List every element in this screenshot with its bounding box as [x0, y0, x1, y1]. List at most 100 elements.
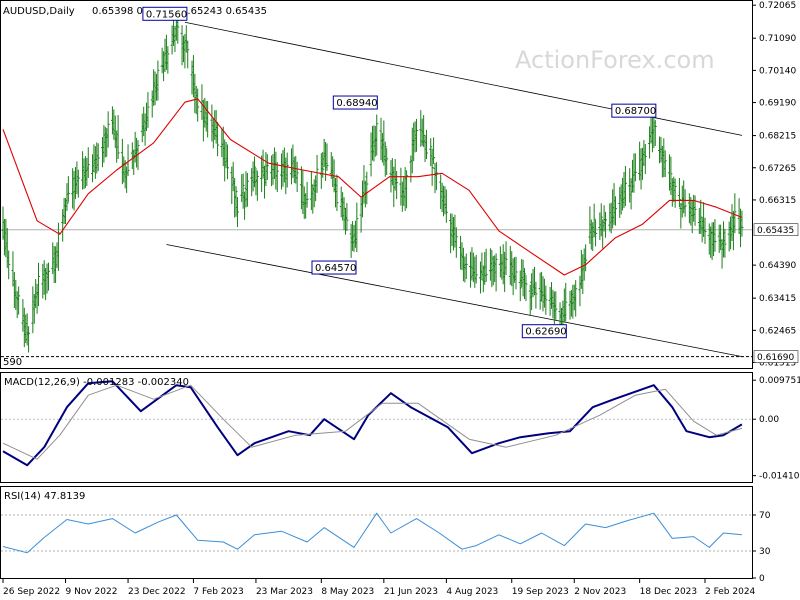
ohlc-bar	[713, 219, 717, 252]
rsi-tick-label: 0	[759, 574, 765, 584]
ohlc-bar	[365, 171, 369, 205]
svg-text:0.64570: 0.64570	[315, 263, 356, 274]
ohlc-bar	[383, 141, 387, 177]
ohlc-bar	[385, 148, 389, 176]
ohlc-bar	[37, 262, 41, 307]
ohlc-bar	[415, 118, 419, 152]
price-tick-label: 0.63415	[759, 294, 796, 304]
price-annotation: 0.71560	[142, 6, 188, 21]
ohlc-bar	[216, 121, 220, 157]
ohlc-bar	[653, 120, 657, 146]
left-edge-label: 590	[3, 357, 22, 368]
price-tick-label: 0.68215	[759, 132, 796, 142]
ohlc-bar	[86, 147, 90, 178]
price-layer: 0.71560 0.68940 0.68700 0.64570 0.62690	[1, 6, 752, 358]
price-panel-frame	[0, 0, 753, 369]
ohlc-bar	[677, 177, 681, 208]
x-tick-label: 4 Aug 2023	[446, 587, 498, 597]
svg-text:0.68940: 0.68940	[336, 98, 377, 109]
x-tick-label: 9 Nov 2022	[66, 587, 118, 597]
ohlc-bar	[17, 286, 21, 315]
price-tick-label: 0.71090	[759, 34, 796, 44]
ohlc-bar	[723, 228, 727, 258]
macd-tick-label: 0.009751	[759, 376, 800, 386]
price-level-box	[753, 350, 799, 363]
ohlc-bar	[305, 181, 309, 208]
ohlc-bar	[325, 143, 329, 171]
ohlc-bar	[65, 183, 69, 211]
ohlc-bar	[116, 115, 120, 159]
ohlc-bar	[544, 285, 548, 315]
price-tick-label: 0.64390	[759, 261, 796, 271]
ohlc-bar	[518, 270, 522, 302]
ohlc-bar	[136, 140, 140, 171]
ohlc-bar	[564, 282, 568, 322]
ohlc-bar	[464, 253, 468, 280]
ohlc-bar	[474, 254, 478, 284]
price-tick-label: 0.72065	[759, 1, 796, 11]
rsi-tick-label: 70	[759, 511, 771, 521]
svg-text:0.71560: 0.71560	[146, 9, 187, 20]
ohlc-bar	[156, 60, 160, 101]
price-annotation: 0.62690	[521, 324, 567, 339]
ohlc-bar	[255, 170, 259, 201]
ohlc-bar	[186, 40, 190, 69]
price-level-label: 0.65435	[757, 226, 794, 236]
ohlc-bar	[733, 193, 737, 234]
x-tick-label: 26 Sep 2022	[3, 587, 60, 597]
watermark: ActionForex.com	[515, 46, 715, 74]
x-tick-label: 23 Dec 2022	[128, 587, 186, 597]
ohlc-bar	[484, 248, 488, 282]
rsi-layer: 70 30 0	[1, 511, 771, 584]
price-annotation: 0.68700	[611, 103, 657, 118]
rsi-panel-frame	[0, 486, 753, 579]
price-tick-label: 0.70140	[759, 66, 796, 76]
price-tick-label: 0.69190	[759, 99, 796, 109]
x-tick-label: 2 Nov 2023	[574, 587, 626, 597]
ohlc-bar	[643, 144, 647, 174]
rsi-title: RSI(14) 47.8139	[4, 491, 85, 502]
ohlc-bar	[96, 143, 100, 172]
ohlc-bar	[46, 262, 50, 291]
ohlc-bar	[663, 150, 667, 178]
x-tick-label: 8 May 2023	[321, 587, 374, 597]
ohlc-bar	[375, 114, 379, 156]
ohlc-bar	[434, 162, 438, 191]
ohlc-bar	[430, 148, 434, 186]
ohlc-bar	[226, 144, 230, 180]
price-axis: 0.72065 0.71090 0.70140 0.69190 0.68215 0.672…	[752, 1, 799, 369]
ohlc-bar	[524, 275, 528, 302]
ohlc-bar	[740, 210, 744, 237]
rsi-line	[2, 512, 742, 554]
ohlc-bar	[574, 280, 578, 317]
ohlc-bar	[594, 219, 598, 247]
ohlc-bar	[514, 256, 518, 290]
ohlc-bar	[703, 217, 707, 244]
price-tick-label: 0.67265	[759, 164, 796, 174]
x-tick-label: 21 Jun 2023	[384, 587, 438, 597]
ohlc-bar	[429, 138, 433, 167]
ohlc-bar	[27, 326, 31, 353]
ohlc-bar	[604, 211, 608, 238]
ohlc-bar	[315, 154, 319, 193]
price-annotation: 0.68940	[332, 95, 378, 110]
ohlc-bar	[66, 176, 70, 203]
x-tick-label: 23 Mar 2023	[256, 587, 313, 597]
price-level-box	[753, 223, 799, 236]
ohlc-bar	[599, 203, 603, 237]
price-annotation: 0.64570	[311, 260, 357, 275]
macd-title: MACD(12,26,9) -0.001283 -0.002340	[4, 377, 189, 388]
trend-channel-lower	[166, 244, 743, 357]
x-tick-label: 18 Dec 2023	[640, 587, 698, 597]
ohlc-bar	[504, 241, 508, 276]
svg-text:0.62690: 0.62690	[525, 327, 566, 338]
symbol-title: AUDUSD,Daily	[3, 6, 75, 17]
moving-average-line	[2, 98, 743, 276]
ohlc-bar	[245, 172, 249, 207]
macd-panel-frame	[0, 372, 753, 483]
macd-tick-label: 0.00	[759, 415, 779, 425]
ohlc-bar	[285, 152, 289, 188]
x-tick-label: 19 Sep 2023	[512, 587, 569, 597]
ohlc-bar	[355, 202, 359, 253]
